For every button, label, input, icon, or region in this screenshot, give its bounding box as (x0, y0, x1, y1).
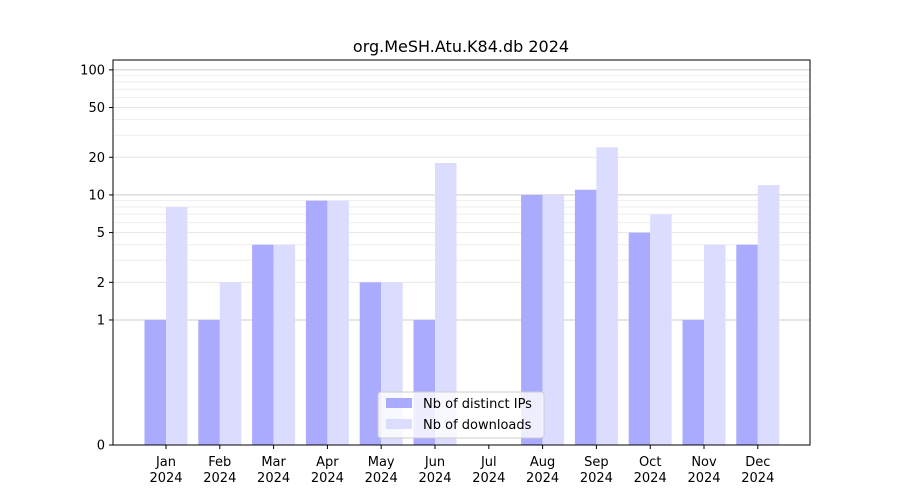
bar-distinct-ips (359, 282, 382, 445)
y-tick-label: 10 (88, 188, 105, 203)
bar-downloads (219, 282, 242, 445)
x-tick-label-year: 2024 (526, 471, 559, 486)
bar-downloads (542, 194, 565, 445)
bar-downloads (650, 214, 672, 445)
plot-frame (112, 59, 811, 446)
y-tick-label: 100 (80, 63, 105, 78)
y-tick-label: 1 (97, 313, 105, 328)
x-tick-label-month: Aug (530, 455, 555, 470)
legend-label-downloads: Nb of downloads (423, 418, 532, 433)
bar-distinct-ips (305, 200, 328, 445)
y-tick-label: 20 (88, 151, 105, 166)
bar-downloads (435, 163, 457, 445)
x-tick-label-month: Apr (316, 455, 339, 470)
bar-distinct-ips (682, 319, 704, 445)
bar-downloads (596, 147, 618, 446)
x-tick-label-year: 2024 (203, 471, 236, 486)
bar-distinct-ips (736, 244, 758, 445)
x-tick-label-month: Dec (745, 455, 770, 470)
legend: Nb of distinct IPs Nb of downloads (377, 391, 545, 439)
y-tick-label: 0 (97, 439, 105, 454)
bar-distinct-ips (198, 319, 220, 445)
bars (144, 147, 780, 446)
bar-distinct-ips (252, 244, 274, 445)
x-axis: Jan2024Feb2024Mar2024Apr2024May2024Jun20… (149, 445, 774, 486)
chart-title: org.MeSH.Atu.K84.db 2024 (353, 37, 569, 56)
x-tick-label-year: 2024 (418, 471, 451, 486)
y-tick-label: 2 (97, 276, 105, 291)
x-tick-label-year: 2024 (311, 471, 344, 486)
legend-swatch-distinct-ips (386, 398, 412, 408)
x-tick-label-year: 2024 (365, 471, 398, 486)
x-tick-label-month: May (368, 455, 395, 470)
y-tick-label: 50 (88, 101, 105, 116)
bar-downloads (327, 200, 349, 445)
bar-distinct-ips (628, 232, 651, 445)
bar-downloads (273, 244, 296, 445)
x-tick-label-year: 2024 (149, 471, 182, 486)
x-tick-label-year: 2024 (472, 471, 505, 486)
x-tick-label-year: 2024 (687, 471, 720, 486)
y-axis: 0 1 2 5 10 20 50 100 (80, 63, 113, 454)
bar-distinct-ips (521, 194, 543, 445)
legend-swatch-downloads (386, 419, 412, 429)
bar-downloads (704, 244, 726, 445)
bar-downloads (166, 207, 188, 445)
bar-distinct-ips (574, 189, 597, 445)
x-tick-label-month: Oct (639, 455, 661, 470)
bar-distinct-ips (144, 319, 166, 445)
x-tick-label-year: 2024 (580, 471, 613, 486)
y-tick-label: 5 (97, 226, 105, 241)
x-tick-label-month: Sep (584, 455, 609, 470)
x-tick-label-month: Feb (208, 455, 231, 470)
x-tick-label-year: 2024 (257, 471, 290, 486)
x-tick-label-month: Jun (424, 455, 445, 470)
x-tick-label-month: Jan (155, 455, 176, 470)
x-tick-label-year: 2024 (741, 471, 774, 486)
x-tick-label-year: 2024 (634, 471, 667, 486)
legend-box (377, 391, 545, 439)
legend-label-distinct-ips: Nb of distinct IPs (423, 397, 532, 412)
x-tick-label-month: Mar (261, 455, 286, 470)
x-tick-label-month: Nov (691, 455, 717, 470)
bar-downloads (757, 185, 780, 445)
x-tick-label-month: Jul (480, 455, 497, 470)
